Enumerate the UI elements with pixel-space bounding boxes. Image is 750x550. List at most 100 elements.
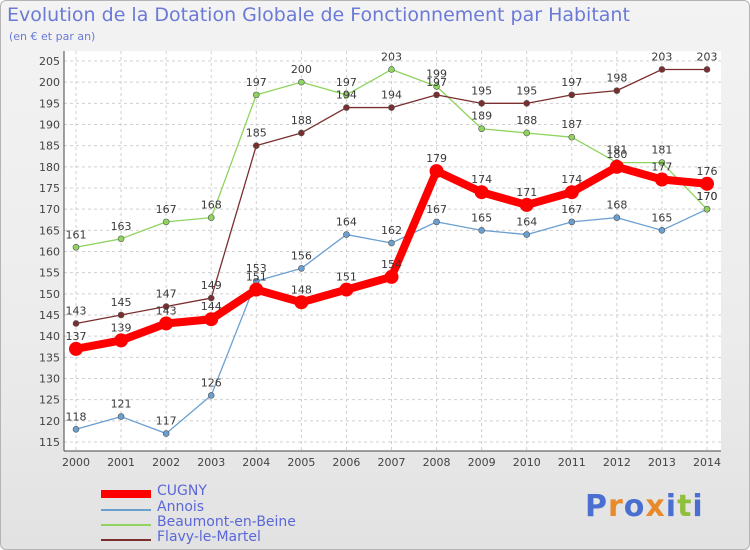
- x-tick-label: 2011: [558, 456, 586, 469]
- data-label: 176: [697, 165, 718, 178]
- data-point: [474, 185, 489, 200]
- data-point: [564, 185, 579, 200]
- data-label: 153: [246, 262, 267, 275]
- data-point: [388, 66, 395, 73]
- y-tick-label: 160: [39, 246, 60, 259]
- legend-label-annois: Annois: [157, 499, 205, 515]
- data-label: 199: [426, 67, 447, 80]
- data-point: [117, 413, 125, 420]
- x-tick-label: 2014: [693, 456, 721, 469]
- y-tick-label: 145: [39, 309, 60, 322]
- data-point: [298, 129, 305, 137]
- y-tick-label: 140: [39, 330, 60, 343]
- legend-swatch-beaumont: [101, 524, 151, 526]
- y-tick-label: 155: [39, 267, 60, 280]
- x-tick-label: 2000: [62, 456, 90, 469]
- y-tick-label: 195: [39, 97, 60, 110]
- data-label: 203: [651, 50, 672, 63]
- data-label: 168: [606, 199, 627, 212]
- data-point: [568, 133, 576, 141]
- data-label: 163: [111, 220, 132, 233]
- data-point: [478, 125, 485, 133]
- data-label: 118: [66, 410, 87, 423]
- data-label: 151: [336, 271, 357, 284]
- data-point: [388, 239, 395, 247]
- data-label: 147: [156, 288, 177, 301]
- logo-letter: i: [665, 489, 678, 524]
- legend-label-beaumont: Beaumont-en-Beine: [157, 514, 296, 530]
- data-point: [654, 172, 669, 187]
- data-point: [162, 218, 170, 226]
- y-tick-label: 205: [39, 55, 60, 68]
- y-tick-label: 115: [39, 436, 60, 449]
- x-tick-label: 2013: [648, 456, 676, 469]
- data-label: 197: [561, 76, 582, 89]
- data-label: 177: [651, 161, 672, 174]
- data-label: 143: [156, 304, 177, 317]
- data-point: [658, 227, 666, 234]
- data-label: 162: [381, 224, 402, 237]
- data-label: 181: [651, 144, 672, 157]
- y-tick-label: 170: [39, 203, 60, 216]
- data-label: 154: [381, 258, 402, 271]
- logo-letter: r: [608, 489, 624, 524]
- data-label: 143: [66, 304, 87, 317]
- data-point: [207, 392, 215, 399]
- logo-letter: P: [585, 489, 608, 524]
- data-point: [703, 66, 711, 73]
- data-label: 187: [561, 118, 582, 131]
- data-point: [162, 430, 170, 437]
- data-point: [72, 320, 80, 327]
- y-tick-label: 190: [39, 119, 60, 132]
- data-point: [69, 341, 83, 356]
- legend-swatch-cugny: [101, 490, 151, 498]
- data-label: 171: [516, 186, 537, 199]
- data-label: 197: [336, 76, 357, 89]
- data-label: 149: [201, 279, 222, 292]
- data-point: [568, 218, 576, 226]
- data-point: [252, 91, 260, 99]
- data-label: 174: [471, 173, 492, 186]
- data-label: 167: [156, 203, 177, 216]
- x-tick-label: 2010: [513, 456, 541, 469]
- data-label: 200: [291, 63, 312, 76]
- data-label: 188: [516, 114, 537, 127]
- data-label: 137: [66, 330, 87, 343]
- data-label: 174: [561, 173, 582, 186]
- chart-subtitle: (en € et par an): [9, 30, 96, 43]
- data-label: 164: [336, 216, 357, 229]
- data-label: 148: [291, 283, 312, 296]
- y-tick-label: 130: [39, 373, 60, 386]
- data-label: 167: [561, 203, 582, 216]
- logo-letter: o: [623, 489, 646, 524]
- x-tick-label: 2005: [287, 456, 315, 469]
- legend-label-flavy: Flavy-le-Martel: [157, 529, 261, 545]
- logo-letter: t: [677, 489, 693, 524]
- data-point: [568, 91, 576, 99]
- data-label: 151: [246, 271, 267, 284]
- data-point: [609, 159, 624, 174]
- data-label: 165: [651, 211, 672, 224]
- data-point: [117, 311, 125, 319]
- data-point: [298, 265, 305, 272]
- data-point: [343, 104, 350, 111]
- x-tick-label: 2001: [107, 456, 135, 469]
- y-tick-label: 120: [39, 415, 60, 428]
- data-label: 165: [471, 211, 492, 224]
- data-label: 168: [201, 199, 222, 212]
- x-tick-label: 2008: [423, 456, 451, 469]
- data-label: 170: [697, 190, 718, 203]
- y-tick-label: 200: [39, 76, 60, 89]
- data-label: 203: [381, 50, 402, 63]
- proxiti-logo: Proxiti: [585, 489, 704, 524]
- data-point: [159, 316, 174, 331]
- data-point: [613, 87, 621, 94]
- data-label: 164: [516, 216, 537, 229]
- data-point: [249, 282, 264, 297]
- logo-letter: x: [645, 489, 666, 524]
- data-label: 203: [697, 50, 718, 63]
- data-label: 198: [606, 72, 627, 85]
- data-label: 194: [381, 89, 402, 102]
